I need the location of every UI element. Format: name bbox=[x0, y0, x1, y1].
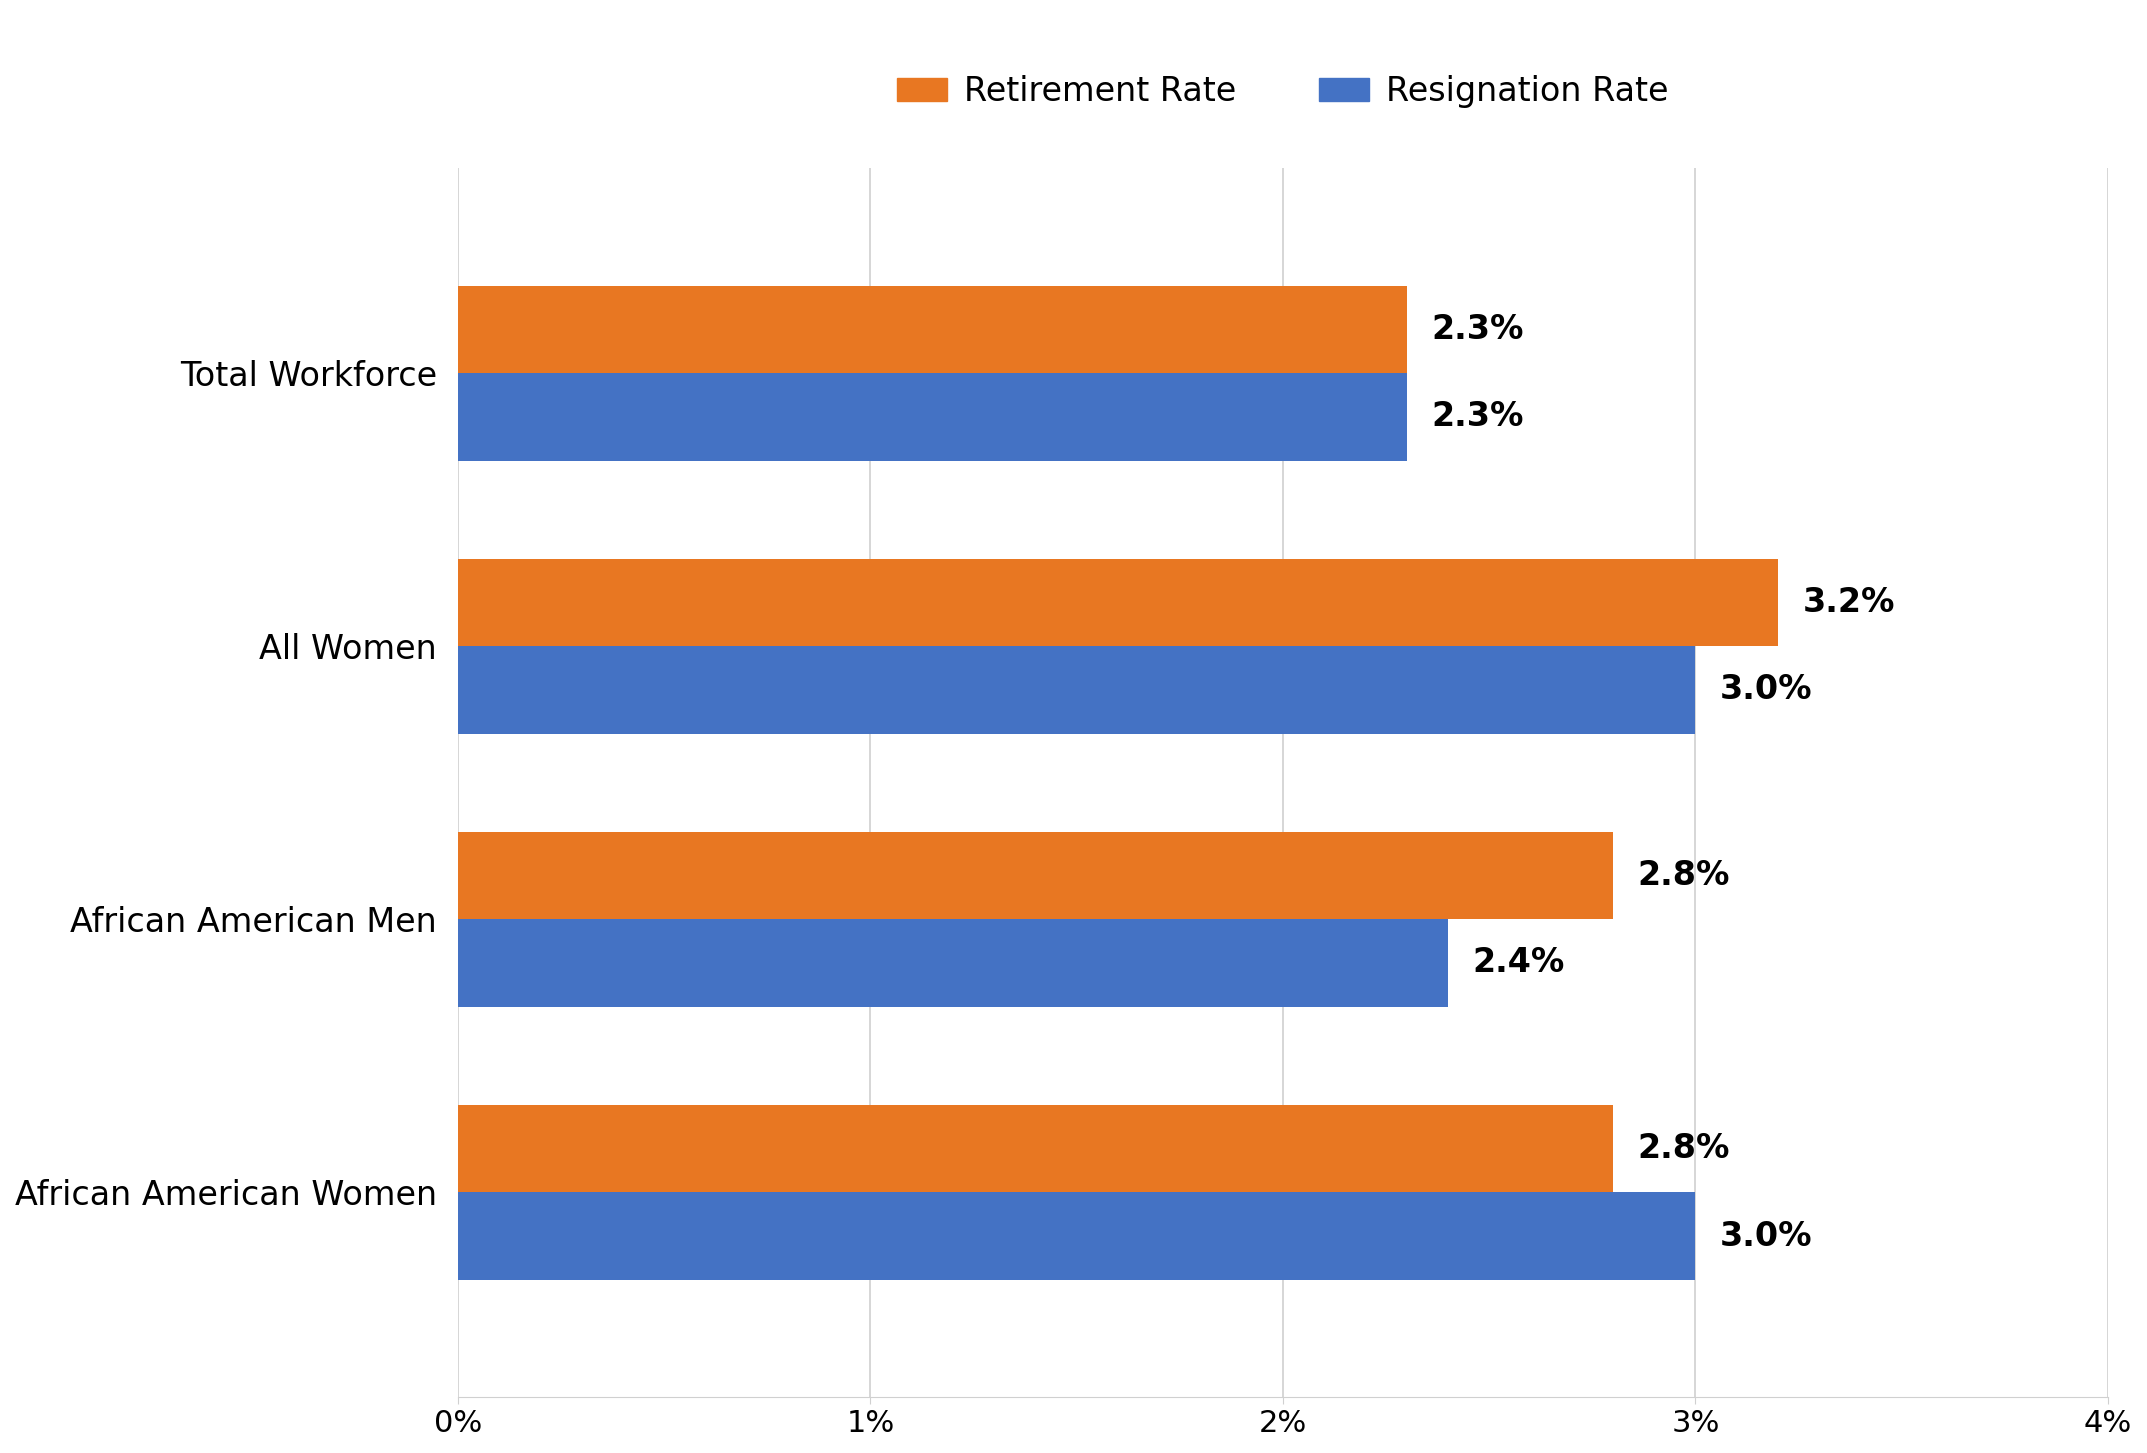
Bar bbox=[457, 559, 1778, 647]
Text: 2.8%: 2.8% bbox=[1638, 1132, 1730, 1165]
Text: 2.8%: 2.8% bbox=[1638, 859, 1730, 892]
Text: 2.4%: 2.4% bbox=[1473, 946, 1565, 979]
Bar bbox=[457, 647, 1696, 734]
Bar bbox=[457, 373, 1406, 461]
Bar bbox=[457, 920, 1447, 1007]
Bar bbox=[457, 1104, 1612, 1193]
Text: 3.0%: 3.0% bbox=[1720, 1219, 1812, 1252]
Bar bbox=[457, 286, 1406, 373]
Bar bbox=[457, 1193, 1696, 1280]
Text: 2.3%: 2.3% bbox=[1432, 312, 1524, 346]
Text: 3.0%: 3.0% bbox=[1720, 673, 1812, 706]
Legend: Retirement Rate, Resignation Rate: Retirement Rate, Resignation Rate bbox=[885, 62, 1681, 122]
Bar bbox=[457, 833, 1612, 920]
Text: 2.3%: 2.3% bbox=[1432, 401, 1524, 433]
Text: 3.2%: 3.2% bbox=[1803, 586, 1896, 619]
